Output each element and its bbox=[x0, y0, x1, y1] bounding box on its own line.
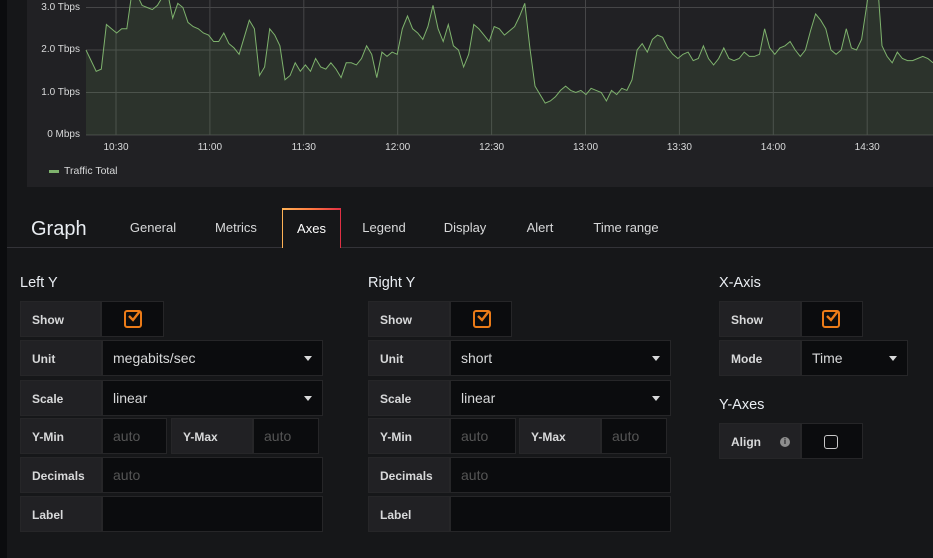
y-axes-align-label-text: Align bbox=[731, 435, 761, 449]
right-y-label-input[interactable] bbox=[450, 496, 671, 532]
series-area bbox=[86, 0, 933, 135]
legend-label[interactable]: Traffic Total bbox=[64, 165, 118, 177]
checkbox-checked-icon bbox=[124, 310, 142, 328]
series-line[interactable] bbox=[85, 0, 933, 104]
left-y-ymax-label: Y-Max bbox=[171, 418, 253, 454]
y-axes-align-label: Align i bbox=[719, 423, 801, 459]
x-axis-show-checkbox[interactable] bbox=[801, 301, 863, 337]
y-axes-title: Y-Axes bbox=[719, 397, 765, 413]
left-y-unit-select[interactable]: megabits/sec bbox=[102, 340, 323, 376]
right-y-unit-label: Unit bbox=[368, 340, 450, 376]
left-y-ymax-input[interactable]: auto bbox=[253, 418, 319, 454]
checkbox-checked-icon bbox=[473, 310, 491, 328]
left-y-show-label: Show bbox=[20, 301, 101, 337]
x-tick-label: 11:00 bbox=[197, 142, 223, 153]
y-tick-label: 1.0 Tbps bbox=[41, 86, 80, 98]
x-axis-mode-select[interactable]: Time bbox=[801, 340, 908, 376]
x-axis-mode-label: Mode bbox=[719, 340, 801, 376]
right-y-scale-select[interactable]: linear bbox=[450, 380, 671, 416]
left-y-show-checkbox[interactable] bbox=[101, 301, 164, 337]
checkbox-checked-icon bbox=[822, 310, 840, 328]
x-tick-label: 10:30 bbox=[103, 142, 129, 153]
x-tick-label: 13:00 bbox=[572, 142, 599, 153]
left-y-ymin-label: Y-Min bbox=[20, 418, 102, 454]
x-tick-label: 14:30 bbox=[854, 142, 880, 153]
y-tick-label: 3.0 Tbps bbox=[41, 1, 80, 13]
right-y-ymax-label: Y-Max bbox=[519, 418, 601, 454]
info-icon[interactable]: i bbox=[780, 437, 790, 447]
right-y-ymax-input[interactable]: auto bbox=[601, 418, 667, 454]
x-tick-label: 14:00 bbox=[760, 142, 786, 153]
legend[interactable]: Traffic Total bbox=[49, 165, 118, 177]
x-tick-label: 12:00 bbox=[385, 142, 411, 153]
left-y-unit-label: Unit bbox=[20, 340, 102, 376]
tab-display[interactable]: Display bbox=[443, 220, 487, 235]
right-y-ymin-input[interactable]: auto bbox=[450, 418, 516, 454]
right-y-scale-label: Scale bbox=[368, 380, 450, 416]
right-y-ymin-label: Y-Min bbox=[368, 418, 450, 454]
panel-editor-header: Graph General Metrics Axes Legend Displa… bbox=[7, 208, 933, 249]
x-tick-label: 12:30 bbox=[479, 142, 505, 153]
right-y-decimals-input[interactable]: auto bbox=[450, 457, 671, 493]
checkbox-unchecked-icon bbox=[824, 435, 838, 449]
right-y-label-label: Label bbox=[368, 496, 450, 532]
right-y-show-checkbox[interactable] bbox=[450, 301, 512, 337]
left-edge-bar bbox=[0, 0, 7, 558]
y-tick-label: 0 Mbps bbox=[47, 129, 80, 140]
left-y-title: Left Y bbox=[20, 275, 58, 291]
left-y-decimals-input[interactable]: auto bbox=[102, 457, 323, 493]
right-y-title: Right Y bbox=[368, 275, 416, 291]
left-y-decimals-label: Decimals bbox=[20, 457, 102, 493]
left-y-ymin-input[interactable]: auto bbox=[102, 418, 167, 454]
right-y-decimals-label: Decimals bbox=[368, 457, 450, 493]
right-y-unit-select[interactable]: short bbox=[450, 340, 671, 376]
tab-legend[interactable]: Legend bbox=[362, 220, 406, 235]
x-axis-title: X-Axis bbox=[719, 275, 761, 291]
tab-alert[interactable]: Alert bbox=[526, 220, 554, 235]
left-y-label-label: Label bbox=[20, 496, 102, 532]
tab-general[interactable]: General bbox=[129, 220, 177, 235]
x-tick-label: 13:30 bbox=[666, 142, 692, 153]
chart-canvas bbox=[85, 0, 933, 136]
tab-axes[interactable]: Axes bbox=[282, 208, 341, 249]
legend-swatch bbox=[49, 169, 59, 173]
y-tick-label: 2.0 Tbps bbox=[41, 44, 80, 55]
left-y-scale-select[interactable]: linear bbox=[102, 380, 323, 416]
x-tick-label: 11:30 bbox=[291, 142, 316, 153]
right-y-show-label: Show bbox=[368, 301, 450, 337]
x-axis-show-label: Show bbox=[719, 301, 801, 337]
left-y-label-input[interactable] bbox=[102, 496, 323, 532]
editor-title: Graph bbox=[31, 218, 87, 240]
tab-time-range[interactable]: Time range bbox=[593, 220, 659, 235]
left-y-scale-label: Scale bbox=[20, 380, 102, 416]
y-axes-align-checkbox[interactable] bbox=[801, 423, 863, 459]
tab-metrics[interactable]: Metrics bbox=[215, 220, 257, 235]
